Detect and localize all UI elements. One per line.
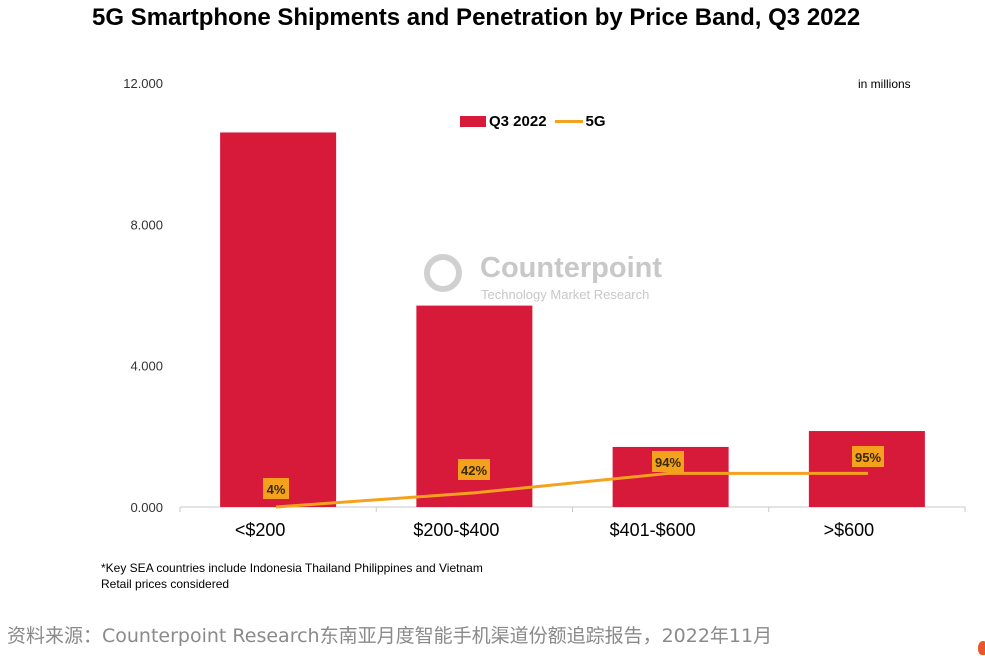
y-tick-label: 4.000 bbox=[130, 359, 163, 374]
y-tick-label: 12.000 bbox=[123, 76, 163, 91]
source-caption: 资料来源：Counterpoint Research东南亚月度智能手机渠道份额追… bbox=[7, 625, 773, 647]
x-tick-label: $401-$600 bbox=[610, 520, 696, 540]
bar-q3-2022 bbox=[220, 132, 337, 507]
x-tick-label: <$200 bbox=[235, 520, 286, 540]
chart-title: 5G Smartphone Shipments and Penetration … bbox=[92, 4, 861, 31]
footnote-line-2: Retail prices considered bbox=[101, 577, 230, 591]
x-tick-label: $200-$400 bbox=[413, 520, 499, 540]
legend-bar-swatch bbox=[460, 116, 486, 127]
footnote: *Key SEA countries include Indonesia Tha… bbox=[101, 560, 483, 592]
legend-label-line: 5G bbox=[585, 113, 606, 130]
legend-line-swatch bbox=[554, 120, 583, 123]
line-5g bbox=[275, 471, 868, 509]
line-label-box bbox=[458, 459, 490, 480]
counterpoint-logo-icon bbox=[424, 254, 462, 292]
units-label: in millions bbox=[858, 77, 911, 91]
line-data-label: 94% bbox=[655, 455, 681, 470]
line-data-label: 4% bbox=[267, 482, 286, 497]
line-label-box bbox=[652, 451, 684, 472]
y-tick-label: 0.000 bbox=[130, 500, 163, 515]
line-label-box bbox=[263, 478, 289, 499]
watermark-name: Counterpoint bbox=[480, 252, 663, 284]
bar-q3-2022 bbox=[808, 431, 925, 507]
y-tick-label: 8.000 bbox=[130, 217, 163, 232]
x-tick-label: >$600 bbox=[824, 520, 875, 540]
line-label-box bbox=[852, 446, 884, 467]
watermark-subtitle: Technology Market Research bbox=[481, 287, 650, 302]
line-data-label: 95% bbox=[855, 450, 881, 465]
footnote-line-1: *Key SEA countries include Indonesia Tha… bbox=[101, 561, 483, 575]
legend-label-bars: Q3 2022 bbox=[489, 113, 547, 130]
corner-badge-icon bbox=[978, 641, 985, 655]
line-data-label: 42% bbox=[461, 463, 487, 478]
chart-legend: Q3 2022 5G bbox=[460, 113, 606, 130]
